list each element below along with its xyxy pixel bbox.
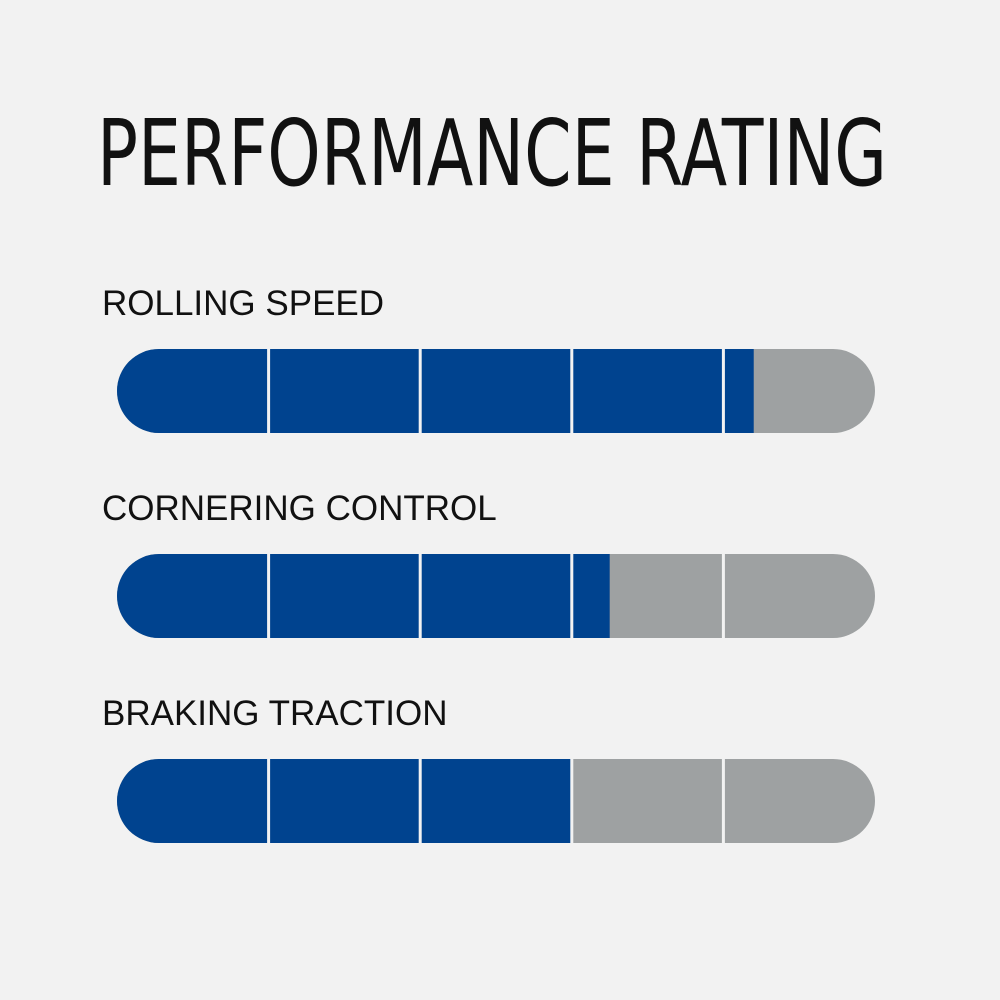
row-label: ROLLING SPEED xyxy=(102,284,384,323)
rating-bar xyxy=(117,554,875,638)
bar-fill xyxy=(117,759,572,843)
rating-bar xyxy=(117,759,875,843)
row-label: BRAKING TRACTION xyxy=(102,694,448,733)
chart-title: PERFORMANCE RATING xyxy=(97,100,887,207)
row-label: CORNERING CONTROL xyxy=(102,489,497,528)
bar-fill xyxy=(117,554,610,638)
bar-fill xyxy=(117,349,754,433)
rating-bar xyxy=(117,349,875,433)
